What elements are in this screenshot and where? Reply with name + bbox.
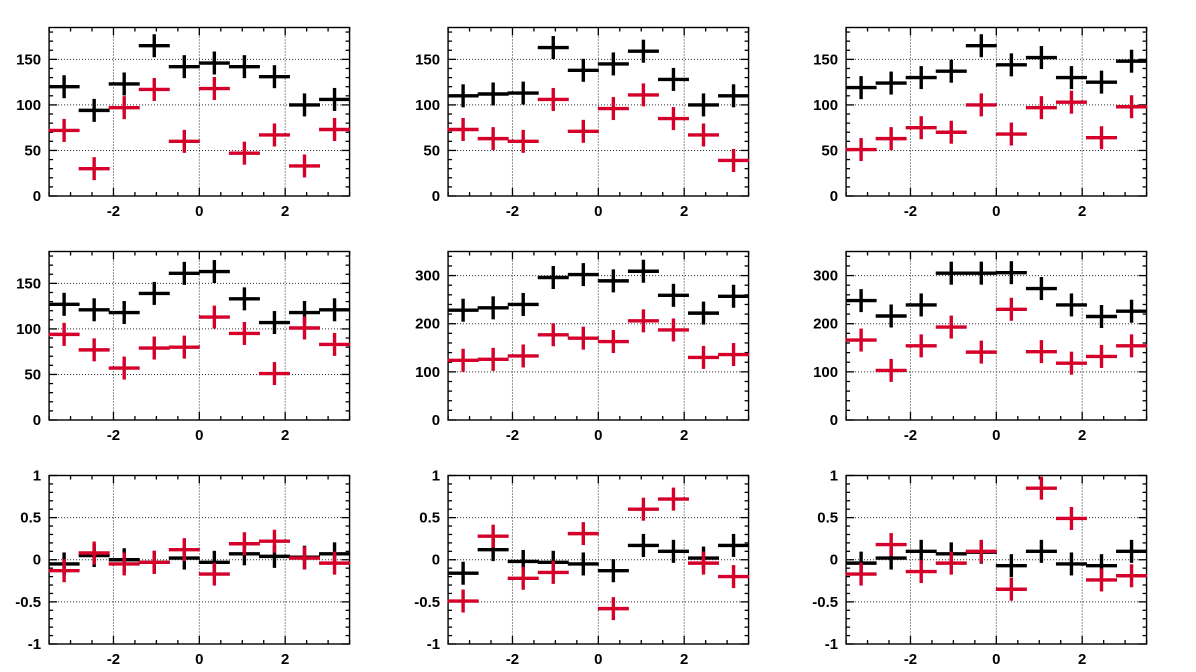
svg-text:150: 150 <box>16 51 41 68</box>
svg-text:-2: -2 <box>904 427 917 444</box>
svg-text:-2: -2 <box>904 651 917 668</box>
svg-text:0.5: 0.5 <box>419 510 440 527</box>
svg-text:-2: -2 <box>107 427 120 444</box>
svg-text:-2: -2 <box>107 203 120 220</box>
svg-text:0: 0 <box>33 552 41 569</box>
svg-text:0.5: 0.5 <box>818 510 839 527</box>
svg-text:0: 0 <box>195 427 203 444</box>
svg-text:-1: -1 <box>426 636 439 653</box>
svg-text:1: 1 <box>431 468 439 485</box>
svg-text:2: 2 <box>680 651 688 668</box>
svg-text:0: 0 <box>33 188 41 205</box>
svg-text:0: 0 <box>431 412 439 429</box>
svg-text:50: 50 <box>822 142 839 159</box>
svg-text:2: 2 <box>281 427 289 444</box>
svg-text:50: 50 <box>24 366 41 383</box>
svg-text:-2: -2 <box>505 651 518 668</box>
svg-text:-0.5: -0.5 <box>15 594 41 611</box>
svg-text:-2: -2 <box>107 651 120 668</box>
svg-text:200: 200 <box>813 316 838 333</box>
svg-text:100: 100 <box>415 364 440 381</box>
svg-text:100: 100 <box>16 321 41 338</box>
svg-text:200: 200 <box>415 316 440 333</box>
svg-text:50: 50 <box>423 142 440 159</box>
svg-text:0: 0 <box>33 412 41 429</box>
svg-text:50: 50 <box>24 142 41 159</box>
svg-text:2: 2 <box>281 203 289 220</box>
svg-text:300: 300 <box>415 268 440 285</box>
svg-text:0: 0 <box>992 203 1000 220</box>
svg-text:0: 0 <box>594 203 602 220</box>
svg-text:100: 100 <box>813 97 838 114</box>
svg-text:-1: -1 <box>28 636 41 653</box>
svg-text:100: 100 <box>16 97 41 114</box>
svg-text:150: 150 <box>16 275 41 292</box>
svg-text:0: 0 <box>594 427 602 444</box>
svg-text:1: 1 <box>33 468 41 485</box>
svg-text:-0.5: -0.5 <box>414 594 440 611</box>
svg-text:2: 2 <box>1078 203 1086 220</box>
svg-text:-0.5: -0.5 <box>813 594 839 611</box>
svg-text:300: 300 <box>813 268 838 285</box>
svg-text:0: 0 <box>431 188 439 205</box>
svg-text:0: 0 <box>195 203 203 220</box>
svg-text:2: 2 <box>281 651 289 668</box>
svg-text:-2: -2 <box>904 203 917 220</box>
svg-text:0: 0 <box>992 651 1000 668</box>
svg-text:-2: -2 <box>505 203 518 220</box>
svg-text:2: 2 <box>680 427 688 444</box>
svg-text:0: 0 <box>830 412 838 429</box>
svg-text:100: 100 <box>813 364 838 381</box>
svg-text:150: 150 <box>415 51 440 68</box>
svg-text:150: 150 <box>813 51 838 68</box>
svg-text:0: 0 <box>195 651 203 668</box>
svg-text:2: 2 <box>680 203 688 220</box>
svg-text:-2: -2 <box>505 427 518 444</box>
svg-text:0: 0 <box>594 651 602 668</box>
svg-text:0: 0 <box>830 552 838 569</box>
svg-text:0: 0 <box>830 188 838 205</box>
svg-text:2: 2 <box>1078 651 1086 668</box>
svg-text:2: 2 <box>1078 427 1086 444</box>
svg-text:1: 1 <box>830 468 838 485</box>
svg-text:0.5: 0.5 <box>20 510 41 527</box>
svg-text:0: 0 <box>992 427 1000 444</box>
svg-text:100: 100 <box>415 97 440 114</box>
svg-text:-1: -1 <box>825 636 838 653</box>
svg-text:0: 0 <box>431 552 439 569</box>
